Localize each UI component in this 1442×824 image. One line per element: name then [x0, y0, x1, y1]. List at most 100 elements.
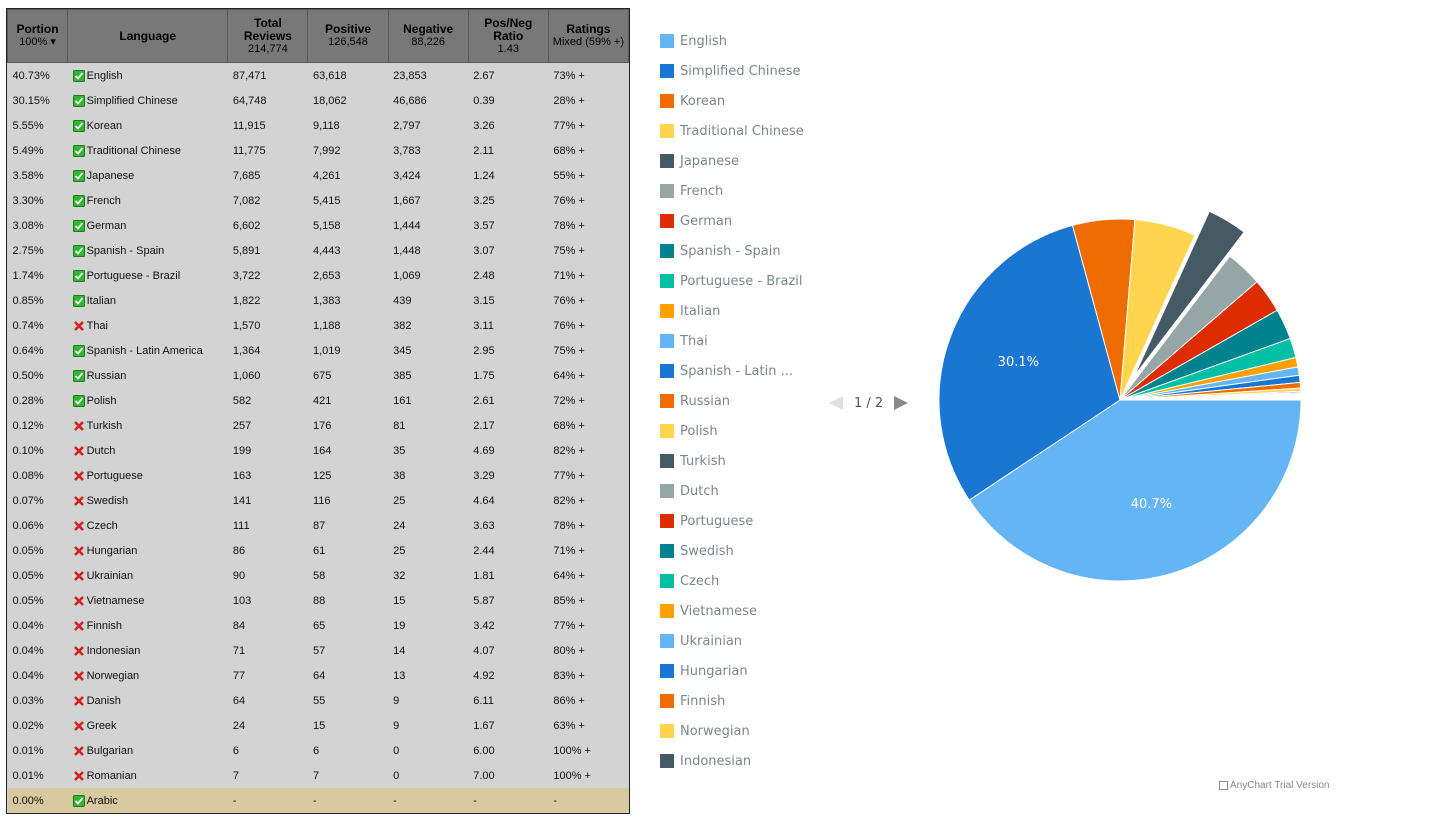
cell-rating: 77% +	[553, 619, 585, 632]
legend-item[interactable]: Russian	[660, 386, 804, 416]
legend-item[interactable]: Hungarian	[660, 656, 804, 686]
cell-positive: 88	[312, 594, 326, 607]
header-language[interactable]: Language	[67, 9, 229, 63]
cell-total: 257	[232, 419, 252, 432]
legend-item[interactable]: Italian	[660, 296, 804, 326]
cell-ratio: 4.69	[473, 444, 495, 457]
pager-prev-icon[interactable]	[828, 395, 844, 411]
cell-portion: 0.05%	[12, 569, 44, 582]
legend-item[interactable]: Swedish	[660, 536, 804, 566]
legend-swatch	[660, 94, 674, 108]
legend-item[interactable]: Korean	[660, 86, 804, 116]
legend-item[interactable]: Spanish - Spain	[660, 236, 804, 266]
header-positive[interactable]: Positive 126,548	[307, 9, 389, 63]
cell-total: 64	[232, 694, 246, 707]
cell-rating: 80% +	[553, 644, 585, 657]
cell-positive: 4,443	[312, 244, 341, 257]
header-total-reviews[interactable]: Total Reviews 214,774	[227, 9, 309, 63]
cell-rating: 68% +	[553, 144, 585, 157]
legend-item[interactable]: Polish	[660, 416, 804, 446]
table-row: 5.49% Traditional Chinese 11,775 7,992 3,783…	[8, 138, 629, 163]
table-row: 0.01% Romanian 7 7 0 7.00 100% +	[8, 763, 629, 788]
credit-link[interactable]: AnyChart Trial Version	[1219, 780, 1330, 791]
cross-icon	[73, 420, 84, 431]
legend-item[interactable]: Finnish	[660, 686, 804, 716]
cell-language: English	[68, 63, 228, 89]
legend-item[interactable]: Vietnamese	[660, 596, 804, 626]
legend-item[interactable]: Dutch	[660, 476, 804, 506]
legend-item[interactable]: Portuguese	[660, 506, 804, 536]
cell-positive: 6	[312, 744, 320, 757]
cell-positive: 61	[312, 544, 326, 557]
pie-slice-japanese[interactable]	[1133, 210, 1245, 377]
legend-item[interactable]: Thai	[660, 326, 804, 356]
language-label: English	[86, 69, 123, 82]
language-label: Greek	[86, 719, 117, 732]
cross-icon	[73, 720, 84, 731]
language-label: Simplified Chinese	[86, 94, 178, 107]
cell-portion: 0.04%	[12, 669, 44, 682]
legend-label: Simplified Chinese	[680, 63, 801, 79]
legend-item[interactable]: German	[660, 206, 804, 236]
cell-language: Russian	[68, 363, 228, 388]
cell-ratio: 2.44	[473, 544, 495, 557]
reviews-table-panel: Portion 100% ▾ Language Total Reviews 214,…	[6, 8, 630, 814]
pie-data-label: 40.7%	[1131, 497, 1172, 512]
legend-label: Polish	[680, 423, 718, 439]
cross-icon	[73, 770, 84, 781]
cell-negative: 9	[393, 694, 400, 707]
table-row: 1.74% Portuguese - Brazil 3,722 2,653 1,069 2…	[8, 263, 629, 288]
pie-slice-traditional-chinese[interactable]	[1119, 219, 1196, 401]
legend-item[interactable]: Portuguese - Brazil	[660, 266, 804, 296]
header-ratings[interactable]: Ratings Mixed (59% +)	[547, 9, 630, 63]
language-label: German	[86, 219, 127, 232]
cell-negative: 161	[393, 394, 412, 407]
cell-total: 163	[232, 469, 252, 482]
cell-total: 141	[232, 494, 252, 507]
legend-swatch	[660, 664, 674, 678]
cell-positive: 58	[312, 569, 326, 582]
table-row: 0.02% Greek 24 15 9 1.67 63% +	[8, 713, 629, 738]
legend-item[interactable]: Ukrainian	[660, 626, 804, 656]
pie-data-label: 30.1%	[998, 355, 1039, 370]
cell-positive: 116	[312, 494, 331, 507]
legend-label: Indonesian	[680, 753, 752, 769]
cell-ratio: 4.64	[473, 494, 495, 507]
check-icon	[72, 794, 85, 807]
header-ratio[interactable]: Pos/Neg Ratio 1.43	[467, 9, 549, 63]
table-row: 0.10% Dutch 199 164 35 4.69 82% +	[8, 438, 629, 463]
cell-negative: 439	[393, 294, 412, 307]
legend-swatch	[660, 154, 674, 168]
legend-item[interactable]: Japanese	[660, 146, 804, 176]
cell-ratio: 3.26	[473, 119, 495, 132]
cell-portion: 0.00%	[7, 788, 68, 813]
cell-language: Romanian	[68, 763, 228, 788]
legend-label: German	[680, 213, 733, 229]
cell-portion: 0.08%	[12, 469, 44, 482]
legend-swatch	[660, 394, 674, 408]
table-row: 0.08% Portuguese 163 125 38 3.29 77% +	[8, 463, 629, 488]
legend-item[interactable]: Indonesian	[660, 746, 804, 776]
cross-icon	[73, 545, 84, 556]
legend-item[interactable]: Norwegian	[660, 716, 804, 746]
legend-item[interactable]: French	[660, 176, 804, 206]
legend-item[interactable]: Traditional Chinese	[660, 116, 804, 146]
cell-language: Korean	[68, 113, 228, 138]
legend-item[interactable]: English	[660, 26, 804, 56]
cell-rating: 76% +	[553, 294, 585, 307]
legend-item[interactable]: Spanish - Latin ...	[660, 356, 804, 386]
header-portion[interactable]: Portion 100% ▾	[6, 9, 69, 63]
pie-slice-simplified-chinese[interactable]	[938, 224, 1121, 501]
legend-item[interactable]: Simplified Chinese	[660, 56, 804, 86]
check-icon	[72, 219, 85, 232]
cell-positive: 164	[312, 444, 332, 457]
legend-item[interactable]: Czech	[660, 566, 804, 596]
pager-next-icon[interactable]	[893, 395, 909, 411]
table-row: 0.04% Indonesian 71 57 14 4.07 80% +	[8, 638, 629, 663]
cell-positive: 63,618	[312, 69, 347, 82]
legend-item[interactable]: Turkish	[660, 446, 804, 476]
header-negative[interactable]: Negative 88,226	[387, 9, 469, 63]
cell-ratio: 3.07	[473, 244, 495, 257]
cell-positive: 421	[312, 394, 332, 407]
cell-positive: 176	[312, 419, 332, 432]
